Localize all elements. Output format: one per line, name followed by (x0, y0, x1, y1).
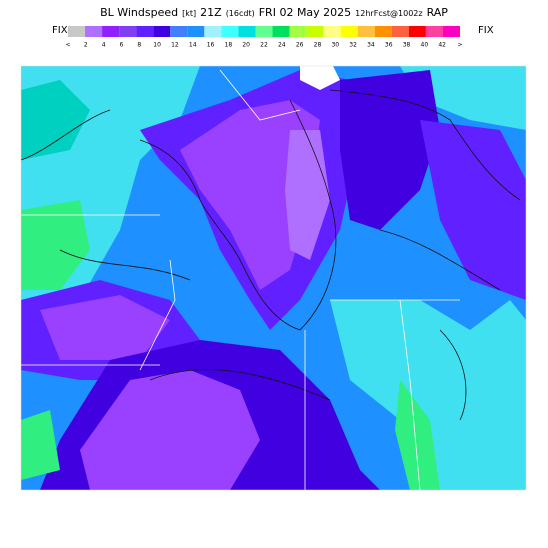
legend-swatch (357, 26, 375, 37)
legend-label: 38 (403, 42, 411, 49)
legend-swatch (136, 26, 154, 37)
fix-left: FIX (52, 25, 68, 36)
field-purple (180, 100, 320, 290)
legend-swatch (425, 26, 443, 37)
legend-label: 20 (242, 42, 250, 49)
title-part: (16cdt) (226, 9, 255, 18)
terrain-contour (21, 109, 501, 421)
legend-label: 34 (367, 42, 375, 49)
legend-swatch (170, 26, 188, 37)
fix-right: FIX (478, 25, 494, 36)
field-blue (340, 70, 440, 230)
title-part: BL Windspeed (100, 6, 178, 19)
legend-label: 26 (296, 42, 304, 49)
legend-swatch (391, 26, 409, 37)
legend-swatch (102, 26, 120, 37)
legend-swatch (85, 26, 103, 37)
legend-label: 18 (225, 42, 233, 49)
legend-label: 40 (421, 42, 429, 49)
legend-swatch (204, 26, 222, 37)
field-purple-s (80, 370, 260, 490)
field-green (21, 200, 90, 290)
legend-label: 10 (153, 42, 161, 49)
legend-label: 42 (438, 42, 446, 49)
legend-label: 16 (207, 42, 215, 49)
legend-swatch (221, 26, 239, 37)
legend-swatch (289, 26, 307, 37)
map (20, 65, 527, 491)
legend-label: 6 (120, 42, 124, 49)
legend-swatch (119, 26, 137, 37)
field-cyan-se (330, 300, 526, 490)
legend-swatch (68, 26, 86, 37)
legend-label: 32 (349, 42, 357, 49)
title-part: FRI 02 May 2025 (259, 6, 351, 19)
legend-swatch (374, 26, 392, 37)
legend-label: > (457, 42, 462, 49)
legend-label: 30 (331, 42, 339, 49)
legend-label: 22 (260, 42, 268, 49)
title-part: 21Z (200, 6, 222, 19)
field-lavender (285, 130, 330, 260)
field-teal (21, 80, 90, 160)
title-part: 12hrFcst@1002z (355, 9, 422, 18)
legend-swatch (238, 26, 256, 37)
legend-swatch (153, 26, 171, 37)
legend-label: < (65, 42, 70, 49)
title-part: [kt] (182, 9, 196, 18)
field-green-sw (21, 410, 60, 480)
legend-swatch (255, 26, 273, 37)
field-purple-w (40, 295, 170, 360)
legend-label: 36 (385, 42, 393, 49)
title-part: RAP (427, 6, 449, 19)
legend-swatch (187, 26, 205, 37)
legend-swatch (272, 26, 290, 37)
legend-label: 2 (84, 42, 88, 49)
map-frame (20, 65, 527, 491)
field-green-se (395, 380, 440, 490)
legend-label: 14 (189, 42, 197, 49)
field-violet-e (420, 120, 526, 300)
coastline (329, 89, 521, 201)
legend-swatch (306, 26, 324, 37)
legend: <2 4 6 8 10 12 14 16 18 20 22 24 26 28 30 32 34 36 38 40 42 > (65, 26, 463, 49)
no-data (300, 66, 340, 90)
legend-swatch (340, 26, 358, 37)
legend-swatch (442, 26, 460, 37)
legend-label: 12 (171, 42, 179, 49)
legend-label: 28 (314, 42, 322, 49)
legend-swatch (323, 26, 341, 37)
legend-label: 4 (102, 42, 106, 49)
state-border (21, 69, 460, 490)
legend-label: 24 (278, 42, 286, 49)
legend-swatch (408, 26, 426, 37)
legend-label: 8 (137, 42, 141, 49)
coastline (139, 99, 337, 331)
title-text: BL Windspeed [kt] 21Z (16cdt) FRI 02 May 202… (100, 6, 448, 19)
title: BL Windspeed [kt] 21Z (16cdt) FRI 02 May 202… (100, 6, 448, 19)
